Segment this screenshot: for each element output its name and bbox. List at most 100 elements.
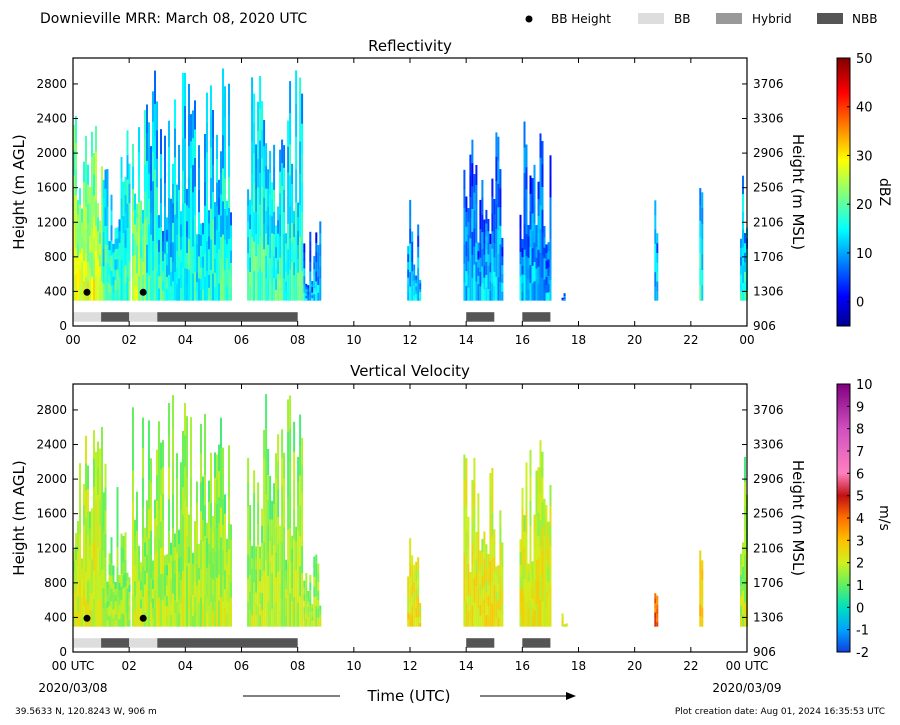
velocity-echo-segment (519, 440, 552, 627)
velocity-echo-cell (561, 622, 564, 625)
velocity-echo-cell (740, 574, 742, 586)
velocity-echo-cell (230, 538, 232, 554)
velocity-echo-cell (299, 475, 302, 506)
reflectivity-echo-cell (529, 246, 532, 266)
velocity-echo-cell (81, 558, 83, 569)
velocity-echo-cell (77, 581, 79, 597)
velocity-echo-cell (489, 516, 492, 540)
reflectivity-echo-cell (218, 214, 220, 232)
velocity-echo-cell (535, 515, 538, 538)
reflectivity-y2-tick-label: 2106 (753, 215, 784, 229)
reflectivity-echo-cell (469, 237, 472, 260)
velocity-echo-cell (415, 607, 418, 618)
reflectivity-echo-cell (483, 219, 486, 232)
reflectivity-x-tick-label: 22 (683, 333, 698, 347)
velocity-y2-tick-label: 1306 (753, 610, 784, 624)
reflectivity-echo-cell (319, 243, 322, 256)
reflectivity-echo-cell (287, 120, 290, 147)
velocity-echo-cell (178, 543, 180, 558)
reflectivity-echo-cell (190, 167, 192, 195)
reflectivity-echo-cell (744, 233, 746, 244)
velocity-echo-cell (495, 566, 498, 576)
velocity-echo-cell (118, 574, 121, 583)
velocity-echo-cell (196, 605, 198, 627)
reflectivity-echo-cell (481, 197, 484, 215)
reflectivity-echo-cell (136, 272, 138, 287)
velocity-echo-cell (178, 598, 180, 613)
reflectivity-echo-cell (144, 191, 146, 220)
velocity-x-tick-label: 04 (178, 659, 193, 673)
reflectivity-echo-cell (156, 271, 158, 301)
reflectivity-echo-cell (523, 121, 526, 148)
reflectivity-colorbar-tick-label: 30 (856, 149, 873, 164)
velocity-echo-cell (299, 535, 302, 567)
reflectivity-echo-cell (545, 260, 548, 269)
velocity-echo-cell (194, 596, 196, 612)
velocity-echo-cell (108, 615, 111, 627)
velocity-echo-cell (265, 394, 268, 428)
reflectivity-echo-cell (521, 273, 524, 284)
velocity-x-tick-label: 02 (122, 659, 137, 673)
reflectivity-echo-cell (106, 281, 109, 301)
velocity-echo-cell (303, 593, 306, 601)
reflectivity-echo-cell (539, 204, 542, 230)
reflectivity-echo-cell (75, 168, 77, 196)
velocity-echo-cell (176, 576, 178, 602)
reflectivity-echo-cell (525, 166, 528, 190)
reflectivity-echo-cell (186, 236, 188, 253)
velocity-echo-cell (212, 531, 214, 548)
velocity-echo-cell (521, 566, 524, 588)
velocity-echo-cell (218, 444, 220, 472)
velocity-echo-cell (491, 558, 494, 582)
velocity-bb-type-bar (73, 638, 102, 648)
reflectivity-echo-cell (164, 253, 166, 278)
reflectivity-echo-cell (533, 203, 536, 224)
velocity-echo-cell (255, 591, 258, 604)
reflectivity-echo-cell (309, 270, 312, 282)
velocity-echo-cell (523, 546, 526, 564)
reflectivity-echo-cell (499, 225, 502, 245)
reflectivity-echo-cell (87, 242, 89, 262)
reflectivity-echo-cell (535, 246, 538, 258)
velocity-echo-cell (531, 589, 534, 599)
velocity-echo-cell (529, 449, 532, 476)
velocity-echo-cell (541, 451, 544, 478)
reflectivity-echo-cell (150, 256, 152, 279)
reflectivity-echo-cell (220, 257, 222, 280)
velocity-echo-cell (499, 576, 502, 594)
velocity-echo-cell (172, 527, 174, 561)
reflectivity-echo-cell (499, 281, 502, 301)
reflectivity-echo-cell (529, 175, 532, 194)
velocity-echo-cell (204, 565, 206, 597)
velocity-echo-cell (529, 550, 532, 577)
velocity-echo-cell (116, 546, 119, 568)
velocity-echo-cell (531, 570, 534, 581)
velocity-echo-cell (301, 545, 304, 573)
reflectivity-echo-cell (477, 275, 480, 285)
reflectivity-echo-cell (699, 220, 702, 237)
reflectivity-plot-area: 00 02 04 06 08 10 12 14 16 18 20 22 0004008001200160… (36, 57, 784, 347)
velocity-echo-cell (73, 560, 75, 572)
velocity-echo-cell (419, 622, 422, 627)
velocity-echo-cell (291, 600, 294, 614)
reflectivity-echo-cell (228, 269, 230, 301)
reflectivity-echo-cell (487, 265, 490, 278)
velocity-echo-cell (317, 581, 320, 591)
reflectivity-echo-cell (224, 239, 226, 271)
reflectivity-echo-cell (148, 223, 150, 250)
reflectivity-echo-cell (97, 217, 99, 232)
velocity-echo-cell (301, 464, 304, 493)
velocity-echo-cell (114, 588, 117, 596)
velocity-echo-cell (194, 551, 196, 567)
reflectivity-echo-cell (519, 239, 522, 252)
velocity-echo-cell (222, 524, 224, 551)
velocity-echo-cell (160, 521, 162, 548)
velocity-echo-cell (140, 562, 142, 572)
reflectivity-echo-cell (251, 140, 254, 174)
reflectivity-echo-cell (186, 252, 188, 269)
velocity-echo-cell (263, 541, 266, 571)
reflectivity-echo-cell (469, 154, 472, 176)
velocity-echo-cell (128, 584, 131, 592)
reflectivity-echo-cell (305, 288, 308, 292)
velocity-echo-cell (168, 403, 170, 436)
